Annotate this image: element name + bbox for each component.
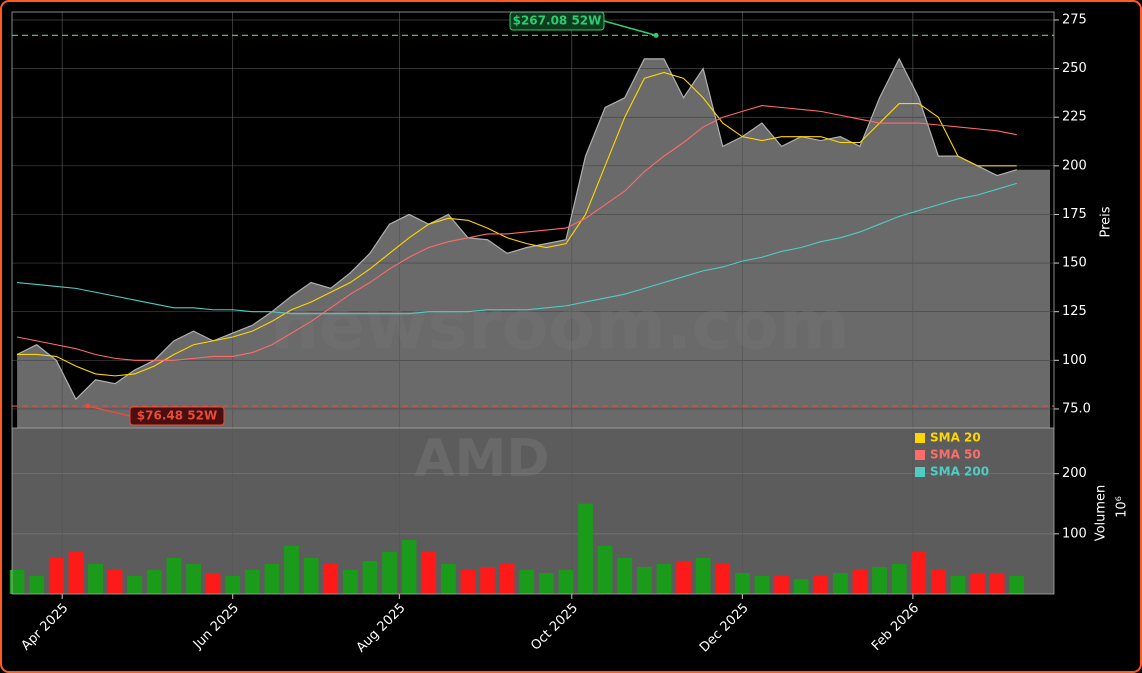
- plot-border: [11, 11, 1055, 595]
- volume-bar: [774, 575, 789, 594]
- y-tick-label: 225: [1062, 110, 1087, 125]
- volume-bar: [342, 569, 358, 594]
- volume-bar: [9, 569, 25, 594]
- volume-bar: [29, 575, 45, 594]
- volume-bar: [166, 557, 182, 594]
- sma-line: [16, 104, 1017, 361]
- annotation-arrowhead: [653, 32, 659, 38]
- volume-bar: [362, 560, 378, 594]
- annotation-arrowhead: [85, 403, 91, 409]
- volume-bar: [872, 566, 887, 594]
- volume-bar: [636, 566, 652, 594]
- volume-bar: [695, 557, 711, 594]
- volume-bar: [303, 557, 319, 594]
- volume-bar: [107, 569, 123, 594]
- annotation-label: $267.08 52W: [513, 14, 602, 28]
- volume-bar: [931, 569, 946, 594]
- volume-bar: [597, 545, 613, 594]
- volume-bar: [813, 575, 829, 594]
- volume-bar: [676, 560, 691, 594]
- volume-bar: [970, 572, 985, 594]
- y-axis-unit: 10⁶: [1115, 496, 1130, 518]
- volume-bar: [617, 557, 633, 594]
- price-line: [16, 57, 1017, 401]
- y-tick-label: 200: [1062, 466, 1087, 481]
- volume-bar: [793, 578, 809, 594]
- volume-bar: [244, 569, 260, 594]
- sma-line: [17, 71, 1017, 377]
- y-tick-label: 150: [1062, 256, 1087, 271]
- volume-bar: [656, 563, 672, 594]
- legend-label: SMA 200: [930, 465, 989, 479]
- y-tick-label: 250: [1062, 61, 1087, 76]
- volume-bar: [578, 503, 593, 594]
- legend-swatch: [915, 467, 925, 477]
- volume-bar: [911, 551, 927, 594]
- y-axis-label: Preis: [1099, 206, 1114, 237]
- annotation-arrow: [603, 20, 657, 37]
- volume-bar: [715, 563, 731, 594]
- volume-bar: [950, 575, 966, 594]
- legend-swatch: [915, 450, 925, 460]
- volume-bar: [538, 572, 554, 594]
- volume-bar: [382, 551, 397, 594]
- volume-bar: [519, 569, 535, 594]
- volume-bar: [284, 545, 299, 594]
- volume-bar: [48, 557, 64, 594]
- annotation-label: $76.48 52W: [137, 409, 217, 423]
- legend-swatch: [915, 433, 925, 443]
- volume-bar: [88, 563, 103, 594]
- annotation-arrow: [87, 405, 131, 417]
- volume-bar: [205, 572, 221, 594]
- y-tick-label: 100: [1062, 353, 1087, 368]
- price-area: [17, 58, 1050, 429]
- volume-bar: [460, 569, 476, 594]
- watermark: AMD: [414, 429, 549, 489]
- volume-panel: [12, 428, 1054, 594]
- volume-bar: [989, 572, 1005, 594]
- volume-bar: [558, 569, 574, 594]
- volume-bar: [186, 563, 201, 594]
- volume-bar: [323, 563, 339, 594]
- y-axis-label: Volumen: [1094, 485, 1109, 542]
- volume-bar: [754, 575, 770, 594]
- y-tick-label: 275: [1062, 12, 1087, 27]
- y-tick-label: 200: [1062, 158, 1087, 173]
- y-tick-label: 100: [1062, 526, 1087, 541]
- sma-line: [17, 182, 1017, 315]
- y-tick-label: 75.0: [1062, 401, 1091, 416]
- y-tick-label: 175: [1062, 207, 1087, 222]
- volume-bar: [832, 572, 848, 594]
- volume-bar: [499, 563, 515, 594]
- y-tick-label: 125: [1062, 304, 1087, 319]
- legend-label: SMA 20: [930, 431, 981, 445]
- volume-bar: [734, 572, 750, 594]
- legend-label: SMA 50: [930, 448, 981, 462]
- volume-bar: [1009, 575, 1025, 594]
- volume-bar: [891, 563, 907, 594]
- volume-bar: [127, 575, 143, 594]
- volume-bar: [480, 566, 495, 594]
- watermark: newsroom.com: [270, 287, 849, 366]
- volume-bar: [852, 569, 868, 594]
- volume-bar: [146, 569, 162, 594]
- volume-bar: [421, 551, 437, 594]
- volume-bar: [440, 563, 456, 594]
- volume-bar: [401, 539, 417, 594]
- volume-bar: [68, 551, 84, 594]
- volume-bar: [264, 563, 280, 594]
- volume-bar: [225, 575, 241, 594]
